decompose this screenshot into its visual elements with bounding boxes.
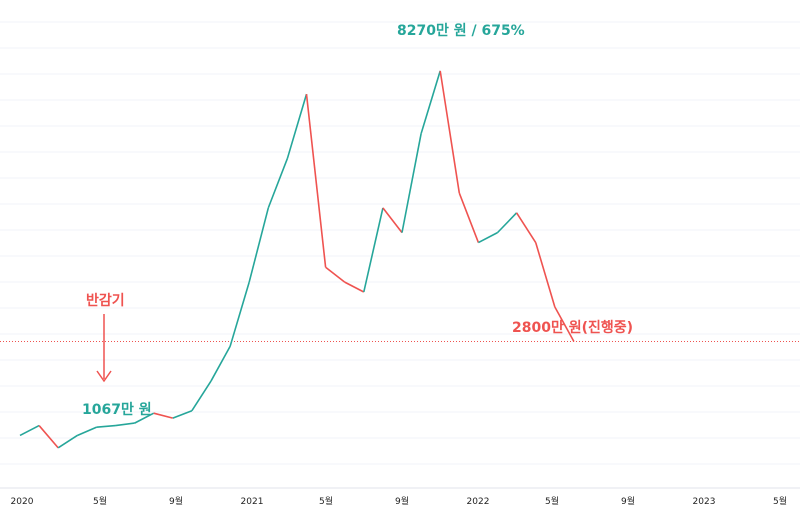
price-segment [496,212,518,234]
x-axis-ticks: 2020 5월 9월 2021 5월 9월 2022 5월 9월 2023 5월 [11,495,787,507]
price-segment [458,192,480,243]
halving-arrow [96,314,112,383]
price-segment [210,346,231,382]
price-segment [534,242,556,308]
halving-price-annotation: 1067만 원 [82,402,152,418]
x-tick-label: 9월 [395,495,409,507]
price-segment [38,425,59,449]
x-tick-label: 5월 [545,495,559,507]
price-segment [191,380,212,412]
price-segment [305,94,327,268]
price-segment [344,281,365,293]
price-segment [76,426,97,437]
price-segment [439,70,461,194]
x-tick-label: 2020 [11,497,34,507]
x-tick-label: 5월 [93,495,107,507]
price-segment [554,306,575,342]
price-segment [229,281,250,347]
x-tick-label: 5월 [319,495,333,507]
price-segment [382,207,403,234]
price-segment [420,70,441,134]
price-segment [172,409,193,419]
price-segments [19,70,575,449]
price-segment [19,424,40,437]
price-segment [286,93,308,159]
price-segment [96,424,116,429]
price-segment [325,266,346,283]
price-segment [153,412,174,419]
price-segment [134,412,155,424]
price-segment [401,133,422,233]
x-tick-label: 2023 [693,497,716,507]
current-price-annotation: 2800만 원(진행중) [512,320,634,336]
price-segment [363,207,384,293]
price-segment [478,231,498,244]
halving-annotation: 반감기 [86,293,125,309]
x-tick-label: 9월 [621,495,635,507]
price-segment [57,434,78,449]
peak-price-annotation: 8270만 원 / 675% [397,23,525,39]
price-segment [248,207,270,283]
x-tick-label: 2021 [241,497,264,507]
x-tick-label: 5월 [773,495,787,507]
price-segment [267,158,289,209]
price-segment [115,422,135,427]
x-tick-label: 9월 [169,495,183,507]
price-segment [515,212,537,243]
x-tick-label: 2022 [467,497,490,507]
grid-lines [0,21,800,465]
